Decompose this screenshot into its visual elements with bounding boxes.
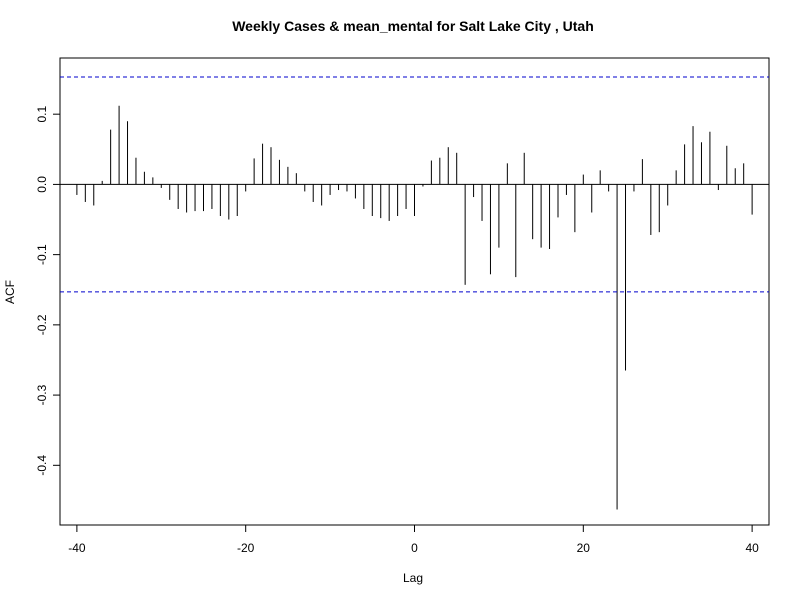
x-tick-label: -20 xyxy=(237,541,255,555)
y-axis: -0.4 -0.3 -0.2 -0.1 0.0 0.1 xyxy=(35,106,60,476)
acf-bars xyxy=(60,105,769,510)
x-axis-label: Lag xyxy=(403,571,423,585)
y-tick-label: 0.0 xyxy=(35,176,49,193)
y-tick-label: -0.3 xyxy=(35,384,49,405)
x-tick-label: -40 xyxy=(68,541,86,555)
y-tick-label: 0.1 xyxy=(35,106,49,123)
x-tick-label: 0 xyxy=(411,541,418,555)
x-tick-label: 20 xyxy=(577,541,591,555)
confidence-lines xyxy=(60,76,769,293)
chart-title: Weekly Cases & mean_mental for Salt Lake… xyxy=(232,18,594,34)
y-axis-label: ACF xyxy=(3,280,17,304)
x-tick-label: 40 xyxy=(745,541,759,555)
y-tick-label: -0.1 xyxy=(35,244,49,265)
y-tick-label: -0.2 xyxy=(35,314,49,335)
y-tick-label: -0.4 xyxy=(35,455,49,476)
x-axis: -40 -20 0 20 40 xyxy=(68,525,759,555)
